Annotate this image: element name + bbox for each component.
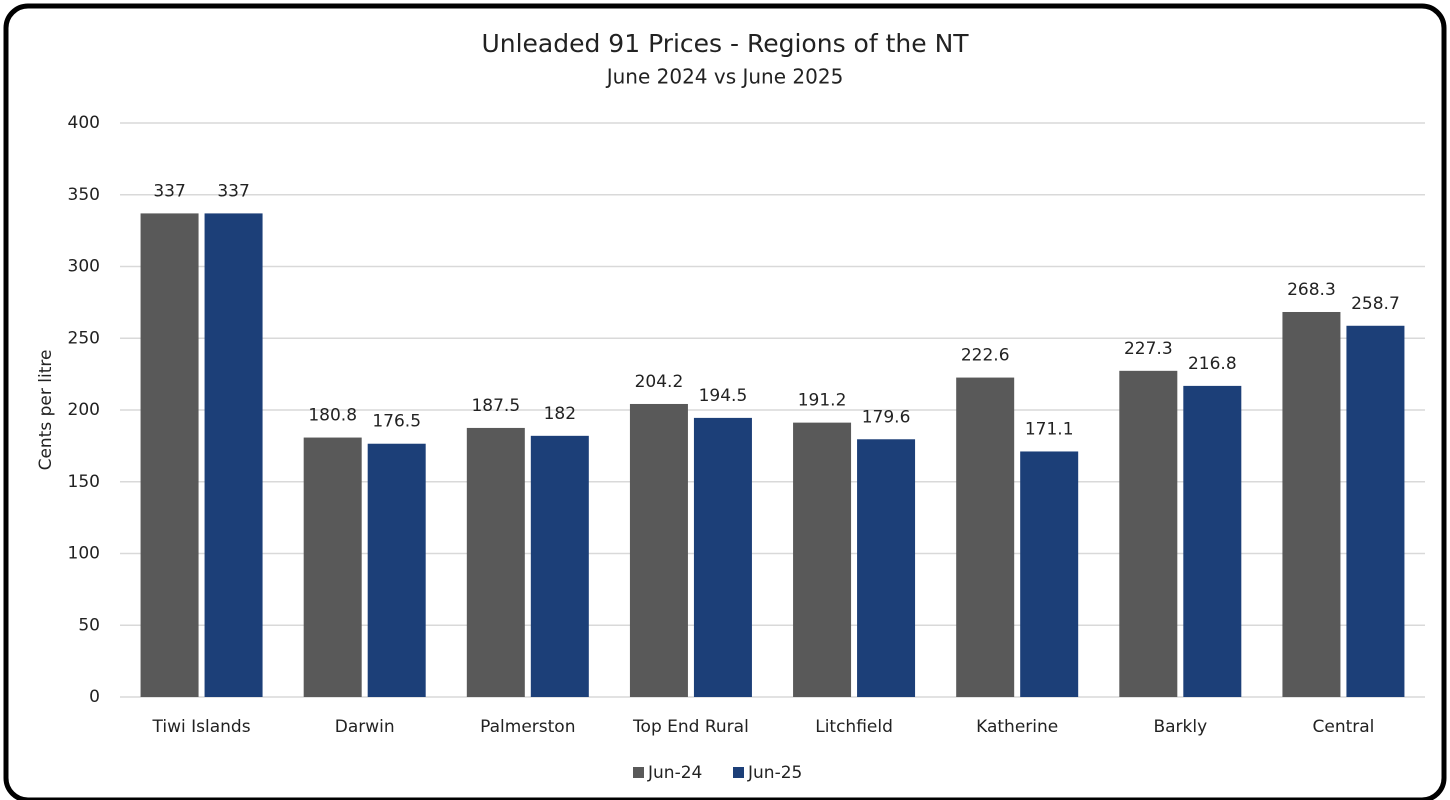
- legend-label: Jun-24: [647, 763, 702, 783]
- data-label: 171.1: [1025, 419, 1074, 439]
- bar: [204, 213, 263, 697]
- x-tick-label: Tiwi Islands: [152, 717, 251, 737]
- data-label: 187.5: [471, 396, 520, 416]
- data-label: 194.5: [699, 386, 748, 406]
- bar: [693, 417, 752, 697]
- data-label: 268.3: [1287, 280, 1336, 300]
- data-label: 191.2: [798, 391, 847, 411]
- data-label: 176.5: [372, 412, 421, 432]
- bar: [303, 437, 362, 697]
- y-tick-label: 150: [68, 472, 100, 492]
- x-tick-label: Barkly: [1153, 717, 1207, 737]
- legend-label: Jun-25: [747, 763, 802, 783]
- chart-title: Unleaded 91 Prices - Regions of the NT: [481, 29, 969, 58]
- chart-subtitle: June 2024 vs June 2025: [605, 65, 844, 89]
- bar: [1119, 370, 1178, 697]
- data-label: 182: [544, 404, 576, 424]
- bar: [1346, 325, 1405, 697]
- bar: [956, 377, 1015, 697]
- x-tick-label: Palmerston: [480, 717, 575, 737]
- frame: [3, 3, 1447, 800]
- bar: [140, 213, 199, 697]
- x-tick-label: Top End Rural: [632, 717, 749, 737]
- data-label: 222.6: [961, 346, 1010, 366]
- bar: [857, 439, 916, 697]
- data-label: 337: [217, 181, 249, 201]
- data-label: 180.8: [308, 406, 357, 426]
- y-tick-label: 50: [78, 615, 100, 635]
- bar: [1282, 311, 1341, 697]
- x-tick-label: Central: [1312, 717, 1374, 737]
- y-tick-label: 250: [68, 328, 100, 348]
- legend-swatch: [633, 767, 644, 778]
- y-tick-label: 0: [89, 687, 100, 707]
- data-label: 227.3: [1124, 339, 1173, 359]
- data-label: 216.8: [1188, 354, 1237, 374]
- x-tick-label: Darwin: [335, 717, 395, 737]
- bar: [530, 435, 589, 697]
- y-tick-label: 300: [68, 257, 100, 277]
- y-axis-label: Cents per litre: [36, 350, 56, 471]
- data-label: 337: [153, 181, 185, 201]
- bar: [1020, 451, 1079, 697]
- y-tick-label: 400: [68, 113, 100, 133]
- x-tick-label: Litchfield: [815, 717, 893, 737]
- bar: [367, 443, 426, 697]
- legend-swatch: [733, 767, 744, 778]
- bar: [793, 422, 852, 697]
- bar: [466, 427, 525, 697]
- y-tick-label: 350: [68, 185, 100, 205]
- bar: [629, 403, 688, 697]
- bar: [1183, 385, 1242, 697]
- x-tick-label: Katherine: [976, 717, 1058, 737]
- data-label: 179.6: [862, 407, 911, 427]
- y-tick-label: 100: [68, 544, 100, 564]
- data-label: 204.2: [635, 372, 684, 392]
- y-tick-label: 200: [68, 400, 100, 420]
- data-label: 258.7: [1351, 294, 1400, 314]
